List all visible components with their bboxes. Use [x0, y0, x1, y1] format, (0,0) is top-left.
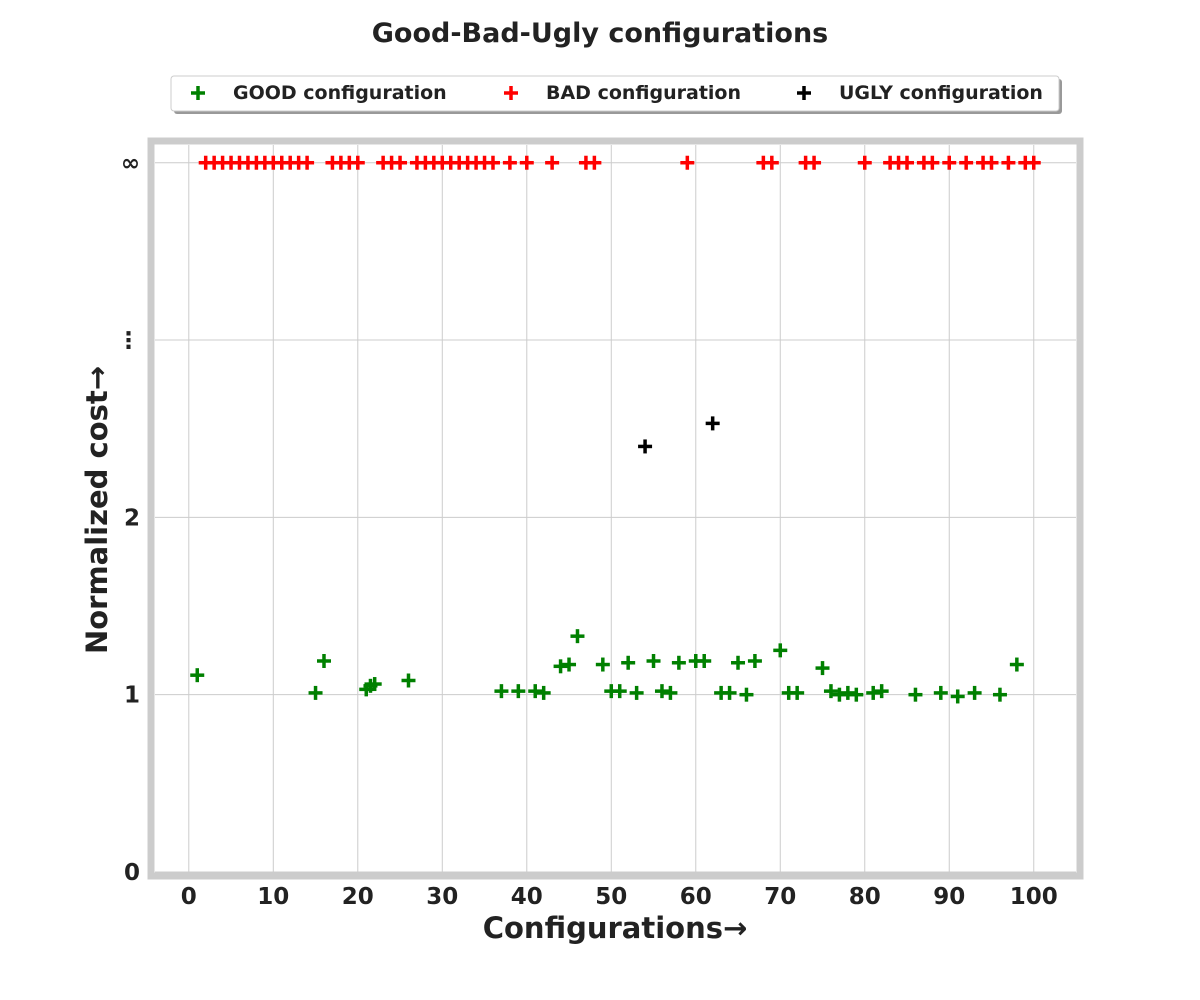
good-point [874, 684, 889, 699]
legend-marker [797, 86, 811, 100]
good-point [316, 653, 331, 668]
good-point [528, 684, 543, 699]
good-point [773, 643, 788, 658]
good-point [190, 668, 205, 683]
ugly-point [705, 416, 720, 431]
x-axis-label: Configurations→ [483, 911, 748, 945]
bad-point [545, 155, 560, 170]
good-point [562, 657, 577, 672]
bad-point [485, 155, 500, 170]
good-point [866, 685, 881, 700]
good-point [950, 689, 965, 704]
y-tick-label: 0 [124, 860, 140, 886]
good-point [1009, 657, 1024, 672]
y-axis-label: Normalized cost→ [80, 366, 114, 654]
good-point [823, 684, 838, 699]
good-point [832, 687, 847, 702]
bad-point [350, 155, 365, 170]
x-tick-label: 20 [342, 884, 374, 910]
legend: GOOD configuration BAD configuration UGLY … [170, 75, 1062, 114]
x-tick-labels: 0 10 20 30 40 50 60 70 80 90 100 [181, 884, 1058, 910]
good-point [401, 673, 416, 688]
bad-point [959, 155, 974, 170]
x-tick-label: 60 [680, 884, 712, 910]
bad-point [984, 155, 999, 170]
x-tick-label: 80 [849, 884, 881, 910]
x-tick-label: 10 [257, 884, 289, 910]
y-tick-label: 1 [124, 683, 140, 709]
grid-lines [155, 145, 1076, 873]
good-point [992, 687, 1007, 702]
x-tick-label: 90 [933, 884, 965, 910]
good-point [621, 655, 636, 670]
data-points [190, 155, 1041, 704]
good-point [612, 684, 627, 699]
legend-label: GOOD configuration [233, 82, 447, 104]
good-point [494, 684, 509, 699]
good-point [840, 685, 855, 700]
good-point [663, 685, 678, 700]
chart-title: Good-Bad-Ugly configurations [372, 18, 829, 49]
good-point [671, 655, 686, 670]
good-point [739, 687, 754, 702]
bad-point [502, 155, 517, 170]
legend-item-bad: BAD configuration [504, 82, 741, 104]
x-tick-label: 0 [181, 884, 197, 910]
good-point [815, 661, 830, 676]
legend-marker [504, 86, 518, 100]
good-point [511, 684, 526, 699]
good-point [967, 685, 982, 700]
good-point [553, 659, 568, 674]
x-tick-label: 100 [1010, 884, 1058, 910]
good-point [629, 685, 644, 700]
good-point [697, 653, 712, 668]
good-point [570, 629, 585, 644]
good-point [367, 677, 382, 692]
y-tick-label: ∞ [121, 151, 140, 177]
good-point [849, 687, 864, 702]
bad-point [1001, 155, 1016, 170]
good-point [308, 685, 323, 700]
good-point [722, 685, 737, 700]
bad-point [942, 155, 957, 170]
ugly-point [638, 439, 653, 454]
x-tick-label: 70 [764, 884, 796, 910]
legend-item-ugly: UGLY configuration [797, 82, 1043, 104]
bad-point [300, 155, 315, 170]
bad-point [393, 155, 408, 170]
bad-point [519, 155, 534, 170]
legend-item-good: GOOD configuration [191, 82, 447, 104]
good-point [790, 685, 805, 700]
y-tick-label: ⋮ [117, 328, 140, 354]
good-point [933, 685, 948, 700]
y-tick-label: 2 [124, 505, 140, 531]
bad-point [857, 155, 872, 170]
bad-point [807, 155, 822, 170]
good-point [908, 687, 923, 702]
bad-point [925, 155, 940, 170]
legend-label: BAD configuration [546, 82, 741, 104]
legend-box [170, 75, 1060, 112]
x-tick-label: 30 [426, 884, 458, 910]
good-point [654, 684, 669, 699]
legend-marker [191, 86, 205, 100]
x-tick-label: 50 [595, 884, 627, 910]
y-tick-labels: 0 1 2 ⋮ ∞ [117, 151, 140, 886]
plot-area [147, 137, 1084, 880]
x-tick-label: 40 [511, 884, 543, 910]
bad-point [587, 155, 602, 170]
legend-label: UGLY configuration [839, 82, 1043, 104]
bad-point [1026, 155, 1041, 170]
good-point [646, 653, 661, 668]
good-point [747, 653, 762, 668]
good-point [731, 655, 746, 670]
bad-point [764, 155, 779, 170]
bad-point [680, 155, 695, 170]
good-point [536, 685, 551, 700]
good-point [595, 657, 610, 672]
bad-point [900, 155, 915, 170]
